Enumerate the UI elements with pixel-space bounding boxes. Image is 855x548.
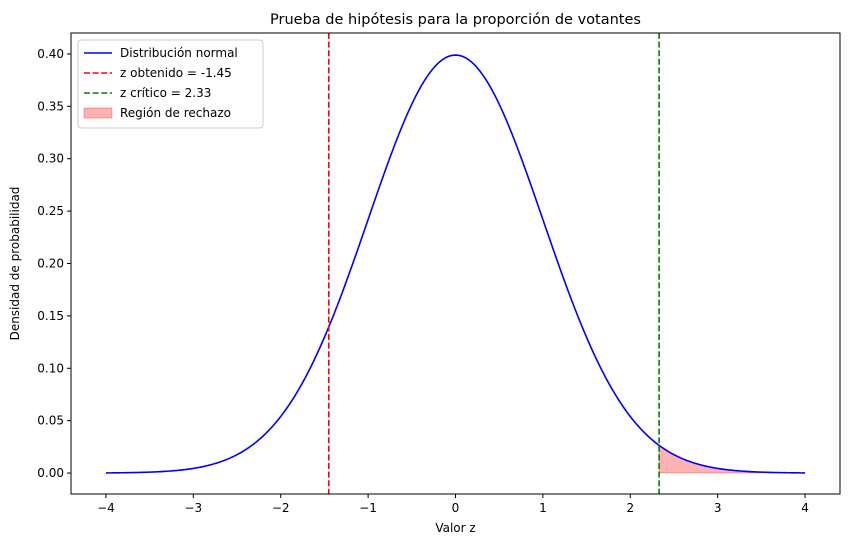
y-axis: 0.00 0.05 0.10 0.15 0.20 0.25 0.30 0.35 0.40 xyxy=(37,47,71,480)
y-tick-label: 0.30 xyxy=(37,152,64,166)
legend-item: z crítico = 2.33 xyxy=(84,86,211,100)
y-tick-label: 0.15 xyxy=(37,309,64,323)
y-tick-label: 0.05 xyxy=(37,414,64,428)
y-tick-label: 0.35 xyxy=(37,99,64,113)
legend-label: Región de rechazo xyxy=(120,106,231,120)
y-axis-label: Densidad de probabilidad xyxy=(8,187,22,341)
y-tick-label: 0.00 xyxy=(37,466,64,480)
y-tick-label: 0.20 xyxy=(37,257,64,271)
legend-item: z obtenido = -1.45 xyxy=(84,66,232,80)
x-tick-label: 0 xyxy=(452,501,460,515)
normal-distribution-curve xyxy=(105,54,806,474)
x-tick-label: 2 xyxy=(626,501,634,515)
chart-title: Prueba de hipótesis para la proporción d… xyxy=(270,12,641,28)
legend-label: Distribución normal xyxy=(120,46,238,60)
legend: Distribución normal z obtenido = -1.45 z c… xyxy=(77,39,264,129)
x-tick-label: −3 xyxy=(184,501,202,515)
legend-item: Distribución normal xyxy=(84,46,238,60)
x-axis: −4 −3 −2 −1 0 1 2 3 4 xyxy=(97,494,809,515)
plot-content xyxy=(105,33,806,494)
legend-box xyxy=(77,39,264,129)
legend-swatch xyxy=(83,107,113,119)
legend-item: Región de rechazo xyxy=(83,106,231,120)
legend-label: z crítico = 2.33 xyxy=(120,86,211,100)
x-axis-label: Valor z xyxy=(435,521,475,535)
x-tick-label: −2 xyxy=(272,501,290,515)
y-tick-label: 0.10 xyxy=(37,361,64,375)
x-tick-label: 3 xyxy=(714,501,722,515)
y-tick-label: 0.40 xyxy=(37,47,64,61)
x-tick-label: −4 xyxy=(97,501,115,515)
legend-label: z obtenido = -1.45 xyxy=(120,66,232,80)
x-tick-label: −1 xyxy=(359,501,377,515)
y-tick-label: 0.25 xyxy=(37,204,64,218)
x-tick-label: 1 xyxy=(539,501,547,515)
x-tick-label: 4 xyxy=(801,501,809,515)
